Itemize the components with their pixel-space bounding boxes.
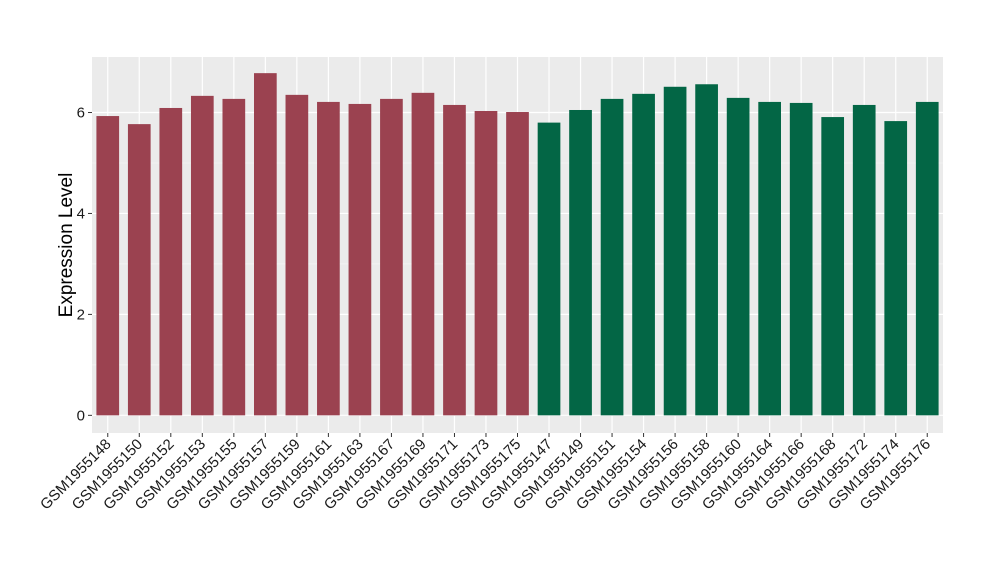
bar-GSM1955167 (380, 98, 403, 416)
bar-GSM1955148 (96, 116, 120, 416)
bar-GSM1955176 (915, 101, 939, 416)
bar-GSM1955174 (884, 121, 908, 416)
bar-GSM1955166 (789, 102, 813, 416)
bar-GSM1955156 (663, 86, 687, 416)
bar-GSM1955153 (190, 95, 214, 416)
bar-GSM1955160 (726, 97, 750, 416)
bar-GSM1955161 (317, 101, 340, 416)
bar-GSM1955175 (506, 112, 529, 416)
bar-GSM1955172 (852, 104, 876, 416)
bar-GSM1955157 (254, 73, 277, 416)
bar-GSM1955149 (569, 109, 592, 416)
bar-GSM1955151 (600, 98, 624, 416)
y-tick-label: 4 (77, 205, 85, 222)
bar-GSM1955154 (632, 93, 655, 416)
bar-GSM1955173 (474, 111, 498, 416)
bar-GSM1955152 (159, 107, 183, 416)
bar-GSM1955169 (411, 92, 435, 416)
y-axis: 0 2 4 6 (77, 105, 92, 424)
y-axis-title: Expression Level (56, 173, 77, 318)
bar-GSM1955147 (537, 122, 561, 416)
bar-GSM1955171 (443, 104, 466, 416)
bar-GSM1955159 (285, 94, 309, 416)
x-axis: GSM1955148GSM1955150GSM1955152GSM1955153… (37, 433, 934, 513)
bar-GSM1955168 (821, 117, 845, 416)
y-tick-label: 0 (77, 407, 85, 424)
bar-GSM1955164 (758, 101, 781, 416)
bar-GSM1955150 (127, 124, 151, 416)
bar-GSM1955158 (695, 84, 718, 416)
bar-GSM1955155 (222, 98, 246, 416)
bars (96, 73, 939, 416)
y-tick-label: 2 (77, 306, 85, 323)
bar-GSM1955163 (348, 103, 372, 416)
y-tick-label: 6 (77, 105, 85, 122)
